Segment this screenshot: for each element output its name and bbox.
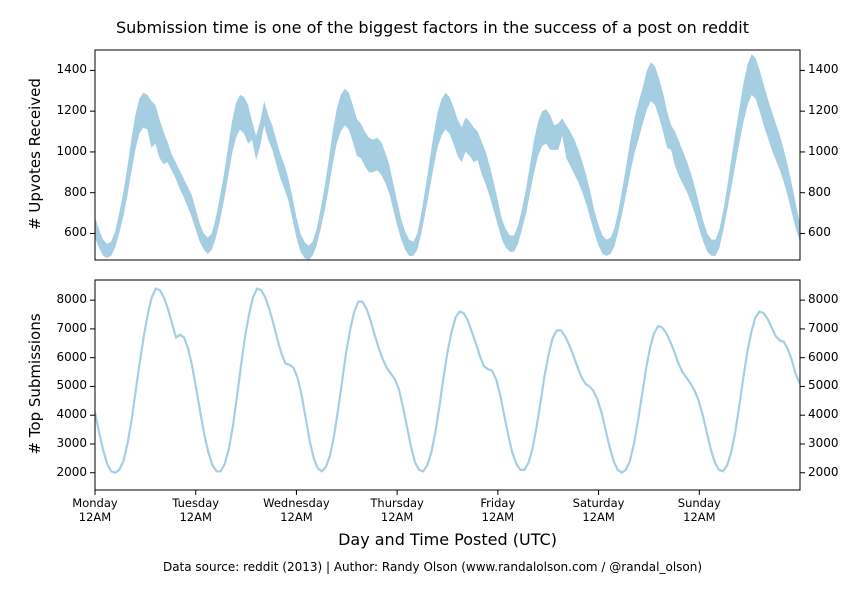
top-ytick-label-right: 600 bbox=[808, 225, 831, 239]
xtick-label: Saturday 12AM bbox=[554, 496, 644, 524]
bottom-ytick-label: 6000 bbox=[37, 350, 87, 364]
bottom-chart-frame bbox=[95, 280, 800, 490]
bottom-ytick-label-right: 7000 bbox=[808, 321, 839, 335]
xtick-label: Sunday 12AM bbox=[654, 496, 744, 524]
bottom-ytick-label: 8000 bbox=[37, 292, 87, 306]
top-ytick-label-right: 1200 bbox=[808, 103, 839, 117]
top-ytick-label-right: 1400 bbox=[808, 62, 839, 76]
bottom-ytick-label: 4000 bbox=[37, 407, 87, 421]
bottom-ytick-label-right: 4000 bbox=[808, 407, 839, 421]
xtick-label: Friday 12AM bbox=[453, 496, 543, 524]
bottom-ytick-label: 2000 bbox=[37, 465, 87, 479]
top-ytick-label: 1400 bbox=[37, 62, 87, 76]
top-ytick-label: 600 bbox=[37, 225, 87, 239]
submissions-line bbox=[95, 289, 800, 473]
upvotes-band bbox=[95, 54, 800, 260]
bottom-ytick-label-right: 5000 bbox=[808, 378, 839, 392]
bottom-ytick-label: 3000 bbox=[37, 436, 87, 450]
xtick-label: Wednesday 12AM bbox=[251, 496, 341, 524]
xtick-label: Thursday 12AM bbox=[352, 496, 442, 524]
bottom-ytick-label: 5000 bbox=[37, 378, 87, 392]
xtick-label: Tuesday 12AM bbox=[151, 496, 241, 524]
bottom-ytick-label-right: 8000 bbox=[808, 292, 839, 306]
bottom-ytick-label-right: 6000 bbox=[808, 350, 839, 364]
top-ytick-label: 1000 bbox=[37, 144, 87, 158]
top-ytick-label-right: 1000 bbox=[808, 144, 839, 158]
bottom-ytick-label-right: 2000 bbox=[808, 465, 839, 479]
bottom-ytick-label-right: 3000 bbox=[808, 436, 839, 450]
top-ytick-label: 1200 bbox=[37, 103, 87, 117]
top-ytick-label-right: 800 bbox=[808, 185, 831, 199]
xtick-label: Monday 12AM bbox=[50, 496, 140, 524]
top-ytick-label: 800 bbox=[37, 185, 87, 199]
bottom-ytick-label: 7000 bbox=[37, 321, 87, 335]
